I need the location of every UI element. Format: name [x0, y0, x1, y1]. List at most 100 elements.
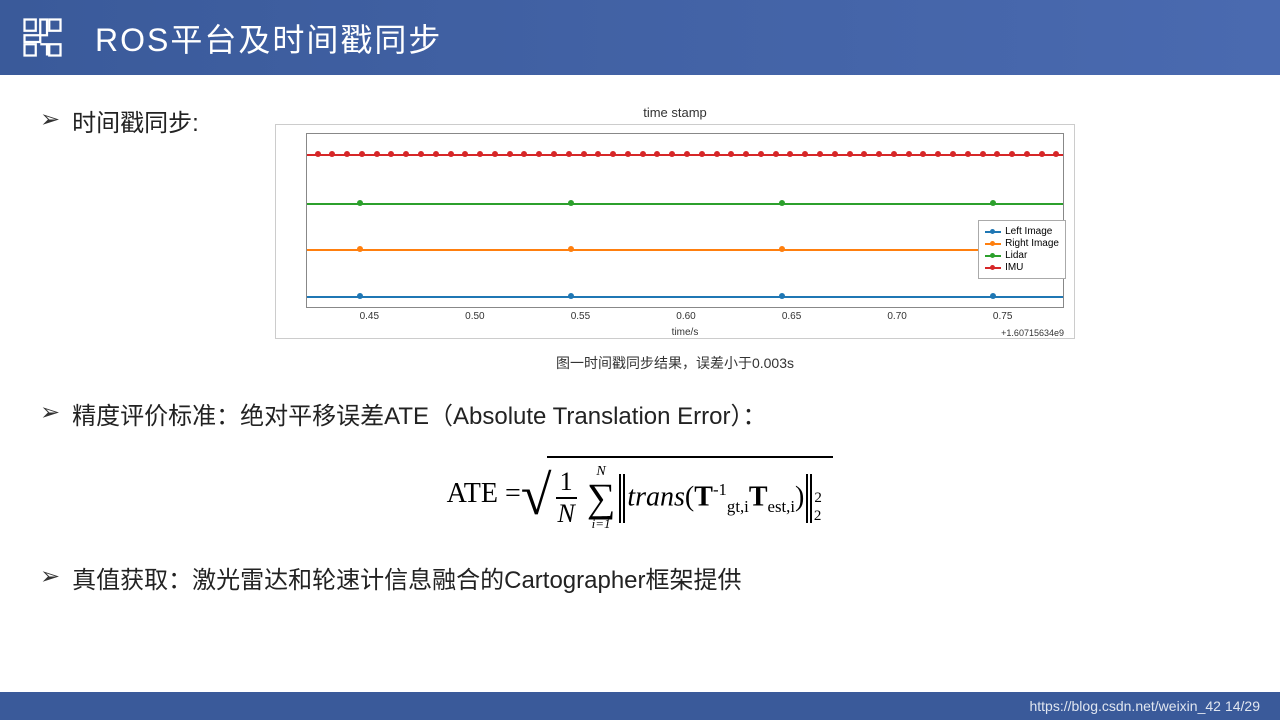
footer-url: https://blog.csdn.net/weixin_42 [1029, 698, 1220, 714]
series-line [307, 296, 1063, 298]
marker [433, 151, 439, 157]
legend-label: Lidar [1005, 250, 1027, 261]
series-line [307, 249, 1063, 251]
marker [610, 151, 616, 157]
marker [357, 293, 363, 299]
legend-swatch [985, 255, 1001, 257]
legend-item: Left Image [985, 226, 1059, 237]
marker [329, 151, 335, 157]
marker [551, 151, 557, 157]
x-tick: 0.65 [782, 311, 801, 322]
bullet-1: ➢ 时间戳同步: [40, 105, 275, 143]
x-tick: 0.55 [571, 311, 590, 322]
marker [990, 200, 996, 206]
frac-numerator: 1 [556, 467, 577, 499]
chart-caption: 图一时间戳同步结果，误差小于0.003s [275, 353, 1075, 373]
marker [448, 151, 454, 157]
marker [595, 151, 601, 157]
frac-denominator: N [553, 499, 578, 529]
marker [492, 151, 498, 157]
bullet-2: ➢ 精度评价标准：绝对平移误差ATE（Absolute Translation … [40, 398, 1240, 436]
x-tick: 0.60 [676, 311, 695, 322]
marker [779, 200, 785, 206]
slide-footer: https://blog.csdn.net/weixin_42 14/29 [0, 692, 1280, 720]
marker [315, 151, 321, 157]
marker [832, 151, 838, 157]
marker [965, 151, 971, 157]
marker [403, 151, 409, 157]
slide-header: ROS平台及时间戳同步 [0, 0, 1280, 75]
marker [357, 246, 363, 252]
legend-label: Left Image [1005, 226, 1052, 237]
marker [1053, 151, 1059, 157]
marker [758, 151, 764, 157]
marker [684, 151, 690, 157]
marker [787, 151, 793, 157]
slide-content: ➢ 时间戳同步: time stamp Left ImageRight Imag… [0, 75, 1280, 601]
marker [418, 151, 424, 157]
marker [669, 151, 675, 157]
legend-swatch [985, 267, 1001, 269]
marker [773, 151, 779, 157]
marker [581, 151, 587, 157]
marker [891, 151, 897, 157]
marker [359, 151, 365, 157]
series-line [307, 203, 1063, 205]
bullet-3-text: 真值获取：激光雷达和轮速计信息融合的Cartographer框架提供 [72, 562, 741, 600]
x-tick: 0.75 [993, 311, 1012, 322]
ate-formula: ATE = √ 1 N N ∑ i=1 trans(T-1gt,iTest,i)… [40, 456, 1240, 532]
marker [568, 200, 574, 206]
legend-swatch [985, 231, 1001, 233]
marker [994, 151, 1000, 157]
marker [357, 200, 363, 206]
marker [388, 151, 394, 157]
marker [640, 151, 646, 157]
marker [462, 151, 468, 157]
marker [861, 151, 867, 157]
marker [536, 151, 542, 157]
marker [521, 151, 527, 157]
bullet-marker: ➢ [40, 562, 60, 591]
legend-item: Right Image [985, 238, 1059, 249]
marker [950, 151, 956, 157]
page-number: 14/29 [1225, 698, 1260, 714]
bullet-1-text: 时间戳同步: [72, 105, 199, 143]
marker [625, 151, 631, 157]
marker [344, 151, 350, 157]
marker [568, 246, 574, 252]
bullet-3: ➢ 真值获取：激光雷达和轮速计信息融合的Cartographer框架提供 [40, 562, 1240, 600]
sum-symbol: ∑ [587, 480, 616, 516]
marker [566, 151, 572, 157]
bullet-marker: ➢ [40, 105, 60, 134]
marker [920, 151, 926, 157]
marker [1009, 151, 1015, 157]
sum-lower: i=1 [592, 516, 611, 532]
x-tick: 0.50 [465, 311, 484, 322]
logo-icon [20, 15, 65, 60]
marker [906, 151, 912, 157]
legend-label: IMU [1005, 262, 1023, 273]
marker [980, 151, 986, 157]
marker [507, 151, 513, 157]
marker [802, 151, 808, 157]
x-tick: 0.45 [360, 311, 379, 322]
norm-superscript: 2 [814, 490, 822, 507]
norm-expression: trans(T-1gt,iTest,i) [619, 480, 812, 517]
bullet-2-text: 精度评价标准：绝对平移误差ATE（Absolute Translation Er… [72, 398, 766, 436]
marker [743, 151, 749, 157]
formula-lhs: ATE = [447, 478, 521, 510]
legend-label: Right Image [1005, 238, 1059, 249]
marker [568, 293, 574, 299]
marker [1039, 151, 1045, 157]
legend-item: IMU [985, 262, 1059, 273]
marker [654, 151, 660, 157]
chart-title: time stamp [275, 105, 1075, 120]
legend-item: Lidar [985, 250, 1059, 261]
x-axis-label: time/s [672, 327, 699, 338]
marker [714, 151, 720, 157]
marker [817, 151, 823, 157]
timestamp-chart: Left ImageRight ImageLidarIMU time/s +1.… [275, 124, 1075, 339]
marker [699, 151, 705, 157]
marker [876, 151, 882, 157]
marker [779, 246, 785, 252]
